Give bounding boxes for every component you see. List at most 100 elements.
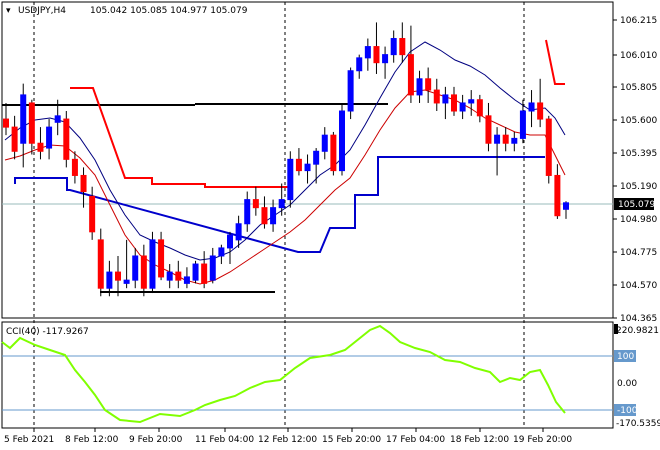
cci-max-marker (614, 324, 618, 334)
candle-body (175, 271, 182, 281)
candle-body (28, 102, 35, 144)
candle-body (192, 263, 199, 281)
current-price-label: 105.079 (618, 200, 655, 210)
candle-body (46, 126, 53, 149)
resistance-line (70, 87, 292, 188)
candle-body (459, 102, 466, 112)
price-label: 106.010 (620, 51, 657, 61)
candles (3, 22, 569, 297)
candle-body (321, 134, 328, 152)
cci-level-badge (614, 350, 636, 362)
indicator-pane[interactable] (1, 321, 614, 429)
candle-body (339, 110, 345, 172)
symbol-icon: ▾ (6, 6, 11, 16)
candle-body (132, 255, 139, 281)
candle-body (270, 207, 277, 225)
candle-body (451, 94, 457, 112)
candle-body (261, 207, 268, 225)
candle-body (20, 94, 27, 144)
candle-body (218, 247, 225, 257)
candle-body (537, 102, 544, 120)
ohlc-readout: 105.042 105.085 104.977 105.079 (90, 6, 248, 16)
time-label: 5 Feb 2021 (4, 435, 54, 445)
candle-body (209, 255, 216, 281)
candle-body (123, 279, 130, 284)
time-label: 12 Feb 12:00 (258, 435, 317, 445)
candle-body (201, 263, 208, 284)
candle-body (407, 54, 414, 96)
candle-body (519, 110, 526, 139)
candle-body (416, 78, 423, 96)
candle-body (476, 99, 483, 117)
price-label: 104.570 (620, 281, 657, 291)
candle-body (11, 126, 18, 152)
candle-body (71, 158, 78, 176)
candle-body (166, 271, 173, 281)
price-axis[interactable]: 106.215 106.010 105.805 105.600 105.395 105.1… (613, 16, 657, 324)
cci-level-label: -100 (617, 406, 638, 416)
candle-body (528, 102, 535, 112)
candle-body (227, 234, 233, 249)
cci-min-label: -170.5359 (616, 419, 660, 429)
candle-body (252, 199, 259, 209)
candle-body (183, 276, 190, 284)
candle-body (304, 163, 311, 172)
candle-body (295, 158, 302, 172)
cci-level-label: 100 (617, 352, 634, 362)
candle-body (511, 137, 518, 144)
candle-body (399, 38, 406, 56)
price-label: 104.365 (620, 314, 657, 324)
cci-level-label: 0.00 (617, 379, 637, 389)
candle-body (89, 195, 96, 233)
time-label: 18 Feb 12:00 (450, 435, 509, 445)
candle-body (149, 239, 156, 289)
price-label: 104.775 (620, 248, 657, 258)
cci-max-label: 220.9821 (616, 326, 659, 336)
candle-body (442, 94, 449, 104)
candle-body (54, 115, 61, 123)
candle-body (80, 174, 87, 193)
session-separators (33, 2, 525, 428)
cci-line (1, 324, 566, 424)
time-axis[interactable]: 5 Feb 2021 8 Feb 12:00 9 Feb 20:00 11 Feb 0… (4, 428, 572, 445)
candle-body (140, 255, 147, 289)
time-label: 15 Feb 20:00 (322, 435, 381, 445)
price-label: 105.600 (620, 116, 657, 126)
resistance-line-2 (545, 39, 565, 85)
cci-title: CCI(40) -117.9267 (6, 327, 89, 337)
candle-body (545, 118, 552, 176)
candle-body (97, 239, 104, 289)
current-price-badge (614, 198, 654, 210)
price-label: 104.980 (620, 215, 657, 225)
support-line (14, 156, 545, 253)
time-label: 11 Feb 04:00 (195, 435, 254, 445)
price-label: 106.215 (620, 16, 657, 26)
candle-body (106, 271, 113, 289)
symbol-timeframe: USDJPY,H4 (18, 6, 66, 16)
time-label: 17 Feb 04:00 (386, 435, 445, 445)
candle-body (468, 99, 475, 104)
candle-body (364, 46, 371, 59)
candle-body (63, 118, 70, 160)
candle-body (494, 134, 501, 144)
candle-body (115, 271, 121, 281)
candle-body (356, 57, 363, 72)
candle-body (563, 202, 569, 210)
candle-body (373, 46, 380, 64)
candle-body (485, 115, 492, 144)
candle-body (433, 89, 440, 104)
candle-body (330, 134, 337, 172)
candle-body (3, 118, 9, 128)
candle-body (235, 223, 242, 241)
cci-level-badge (614, 404, 636, 416)
price-label: 105.805 (620, 83, 657, 93)
candle-body (244, 199, 251, 225)
candle-body (347, 70, 354, 112)
price-label: 105.395 (620, 149, 657, 159)
candle-body (287, 158, 294, 201)
candle-body (554, 174, 561, 217)
candle-body (425, 78, 432, 91)
price-label: 105.190 (620, 182, 657, 192)
